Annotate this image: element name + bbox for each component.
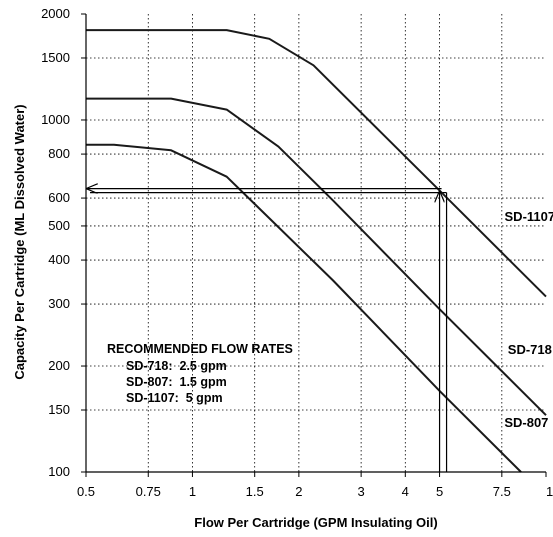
data-series: [86, 29, 547, 473]
note-line-sd-718: SD-718: 2.5 gpm: [126, 359, 227, 373]
series-label-sd-1107: SD-1107: [505, 209, 553, 224]
y-tick-label-1000: 1000: [41, 112, 70, 127]
x-tick-label-1-5: 1.5: [246, 484, 264, 499]
series-label-sd-718: SD-718: [508, 342, 552, 357]
note-line-sd-1107: SD-1107: 5 gpm: [126, 391, 223, 405]
y-tick-label-800: 800: [48, 146, 70, 161]
x-tick-label-10: 10: [546, 484, 553, 499]
y-tick-label-1500: 1500: [41, 50, 70, 65]
y-tick-label-150: 150: [48, 402, 70, 417]
x-tick-label-1: 1: [189, 484, 196, 499]
y-tick-label-500: 500: [48, 218, 70, 233]
y-tick-label-300: 300: [48, 296, 70, 311]
y-tick-label-200: 200: [48, 358, 70, 373]
x-tick-label-0-5: 0.5: [77, 484, 95, 499]
series-line-sd-1107: [86, 29, 547, 298]
reference-arrows: [87, 189, 448, 472]
axes: 0.5 0.75 1 1.5 2 3 4 5 7.5 10 100 150 200 300 400 500 60…: [41, 6, 553, 499]
series-label-sd-807: SD-807: [504, 415, 548, 430]
note-line-sd-807: SD-807: 1.5 gpm: [126, 375, 227, 389]
y-tick-label-2000: 2000: [41, 6, 70, 21]
y-axis-title: Capacity Per Cartridge (ML Dissolved Wat…: [12, 104, 27, 379]
series-line-sd-807: [86, 143, 522, 473]
x-tick-label-2: 2: [295, 484, 302, 499]
y-tick-label-400: 400: [48, 252, 70, 267]
x-tick-label-3: 3: [358, 484, 365, 499]
y-tick-label-100: 100: [48, 464, 70, 479]
x-tick-label-5: 5: [436, 484, 443, 499]
x-tick-label-7-5: 7.5: [493, 484, 511, 499]
x-tick-label-0-75: 0.75: [136, 484, 161, 499]
note-title: RECOMMENDED FLOW RATES: [107, 342, 293, 356]
recommended-flow-rates-note: RECOMMENDED FLOW RATES SD-718: 2.5 gpm S…: [107, 342, 293, 405]
series-labels: SD-1107 SD-718 SD-807: [504, 209, 553, 430]
y-tick-label-600: 600: [48, 190, 70, 205]
x-axis-title: Flow Per Cartridge (GPM Insulating Oil): [194, 515, 437, 530]
x-tick-label-4: 4: [402, 484, 409, 499]
